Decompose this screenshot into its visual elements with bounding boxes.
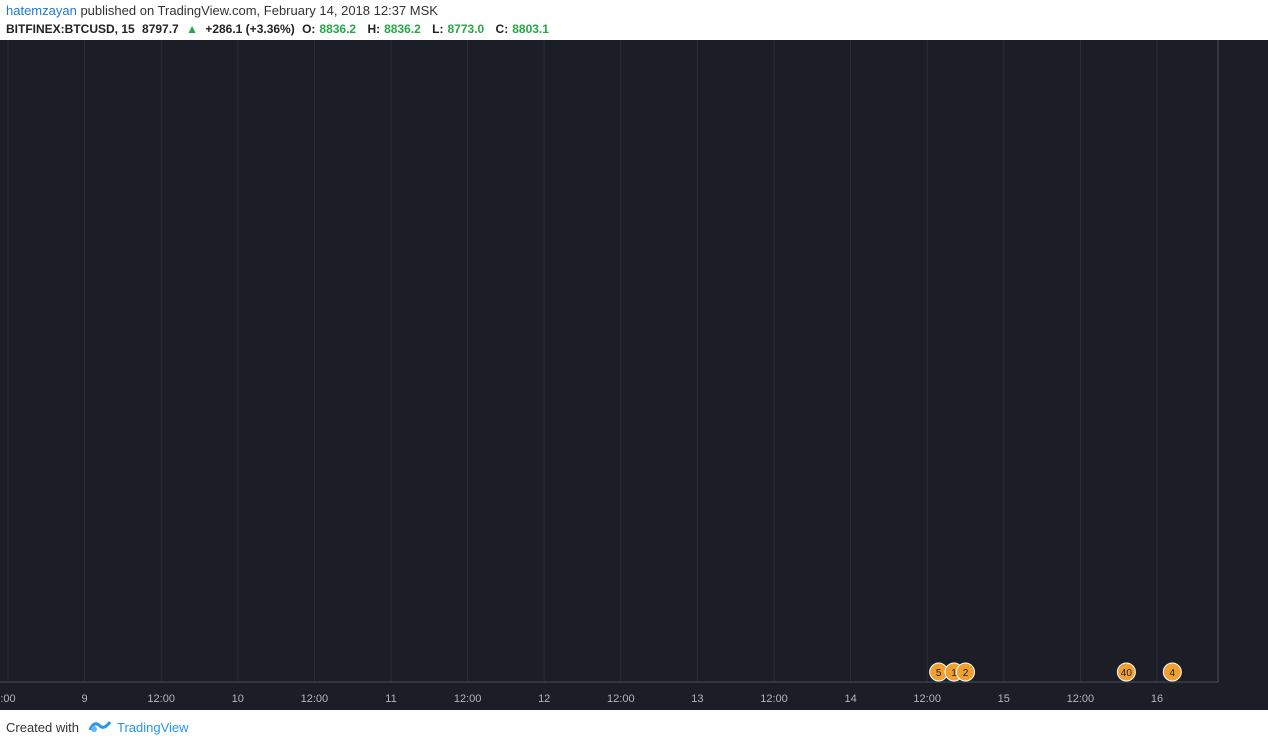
event-flag-count: 4	[1170, 668, 1176, 679]
event-flag-count: 2	[963, 668, 969, 679]
chart-background	[0, 40, 1268, 710]
event-flag-icon	[956, 662, 975, 682]
x-tick-label: 14	[844, 693, 856, 705]
price-axis-panel	[1218, 40, 1268, 710]
x-tick-label: 9	[82, 693, 88, 705]
x-tick-label: 11	[385, 693, 396, 705]
created-with-text: Created with	[6, 720, 79, 735]
x-tick-label: 12:00	[760, 693, 788, 705]
up-arrow-icon: ▲	[186, 22, 198, 36]
x-tick-label: 16	[1151, 693, 1163, 705]
author-link[interactable]: hatemzayan	[6, 3, 77, 18]
high-value: H: 8836.2	[367, 22, 421, 36]
event-flag-count: 40	[1121, 668, 1133, 679]
chart-area[interactable]: 7700.07800.07900.08000.08100.08200.08300…	[0, 40, 1268, 710]
last-price-value: 8797.7	[142, 22, 179, 36]
event-flag-icon	[1162, 662, 1182, 682]
price-chart[interactable]: 7700.07800.07900.08000.08100.08200.08300…	[0, 40, 1268, 710]
publish-info: hatemzayan published on TradingView.com,…	[6, 3, 438, 18]
high-label: H:	[367, 22, 381, 36]
x-tick-label: 12:00	[454, 693, 482, 705]
tradingview-brand-link[interactable]: TradingView	[117, 720, 189, 735]
x-tick-label: 12:00	[1067, 693, 1095, 705]
close-label: C:	[495, 22, 509, 36]
x-tick-label: 12:00	[301, 693, 329, 705]
tradingview-logo-icon	[88, 721, 112, 732]
open-value: O: 8836.2	[302, 22, 357, 36]
close-value: C: 8803.1	[495, 22, 549, 36]
x-tick-label: 13	[691, 693, 703, 705]
x-tick-label: 10	[232, 693, 244, 705]
x-tick-label: 15	[998, 693, 1010, 705]
change-value: +286.1 (+3.36%)	[205, 22, 295, 36]
open-label: O:	[302, 22, 316, 36]
chart-footer: Created with TradingView	[0, 710, 1268, 745]
low-label: L:	[432, 22, 444, 36]
low-value: L: 8773.0	[432, 22, 485, 36]
event-flag-icon	[1116, 662, 1136, 682]
x-tick-label: :00	[0, 693, 15, 705]
x-tick-label: 12:00	[607, 693, 635, 705]
x-tick-label: 12	[538, 693, 550, 705]
symbol-name[interactable]: BITFINEX:BTCUSD, 15	[6, 22, 135, 36]
x-tick-label: 12:00	[147, 693, 175, 705]
symbol-info: BITFINEX:BTCUSD, 15 8797.7 ▲ +286.1 (+3.…	[6, 22, 557, 36]
event-flag-count: 5	[936, 668, 942, 679]
publish-text: published on TradingView.com, February 1…	[80, 3, 438, 18]
x-tick-label: 12:00	[913, 693, 941, 705]
event-flag-count: 1	[951, 668, 957, 679]
chart-header: hatemzayan published on TradingView.com,…	[0, 0, 1268, 40]
